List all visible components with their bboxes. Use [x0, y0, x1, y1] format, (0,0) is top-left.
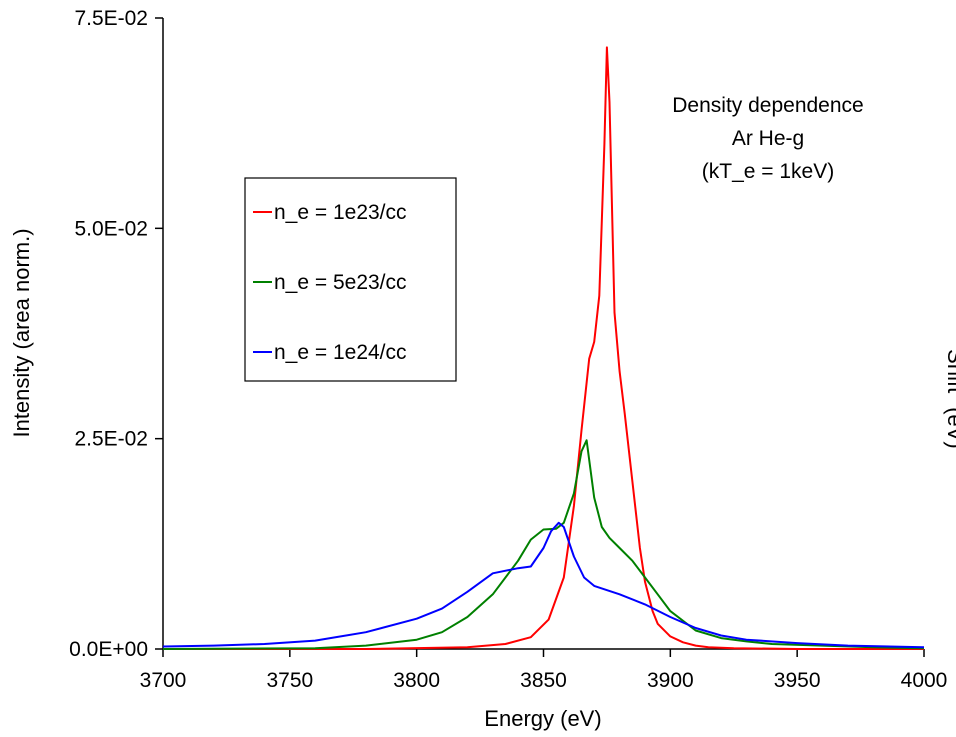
- legend-label-1: n_e = 1e23/cc: [274, 201, 407, 224]
- x-tick-label: 3700: [140, 669, 187, 692]
- annotation-line-2: Ar He-g: [732, 127, 804, 150]
- chart-annotation: Density dependence Ar He-g (kT_e = 1keV): [672, 94, 863, 183]
- y-tick-label: 2.5E-02: [74, 428, 148, 451]
- y-axis-title: Intensity (area norm.): [9, 228, 34, 437]
- legend-items: n_e = 1e23/cc n_e = 5e23/cc n_e = 1e24/cc: [253, 201, 407, 364]
- x-tick-label: 3850: [520, 669, 567, 692]
- series-line-1: [163, 46, 924, 650]
- legend: n_e = 1e23/cc n_e = 5e23/cc n_e = 1e24/cc: [244, 177, 457, 382]
- annotation-line-1: Density dependence: [672, 94, 863, 117]
- y-tick-label: 5.0E-02: [74, 217, 148, 240]
- x-tick-label: 3900: [647, 669, 694, 692]
- x-tick-label: 3750: [266, 669, 313, 692]
- x-tick-label: 3950: [774, 669, 821, 692]
- y-tick-label: 7.5E-02: [74, 7, 148, 30]
- series-group: [162, 46, 925, 650]
- annotation-line-3: (kT_e = 1keV): [702, 160, 834, 183]
- legend-label-3: n_e = 1e24/cc: [274, 341, 407, 364]
- series-line-2: [162, 439, 925, 650]
- y-tick-label: 0.0E+00: [69, 638, 148, 661]
- series-line-3: [162, 521, 925, 649]
- x-axis-title: Energy (eV): [484, 706, 601, 731]
- legend-label-2: n_e = 5e23/cc: [274, 271, 407, 294]
- x-tick-label: 4000: [901, 669, 948, 692]
- x-ticks: 3700 3750 3800 3850 3900 3950 4000: [140, 649, 948, 692]
- legend-box: [244, 177, 457, 382]
- secondary-y-axis-title: "Shift" (eV): [943, 341, 956, 448]
- y-ticks: 0.0E+00 2.5E-02 5.0E-02 7.5E-02: [69, 7, 163, 661]
- x-tick-label: 3800: [393, 669, 440, 692]
